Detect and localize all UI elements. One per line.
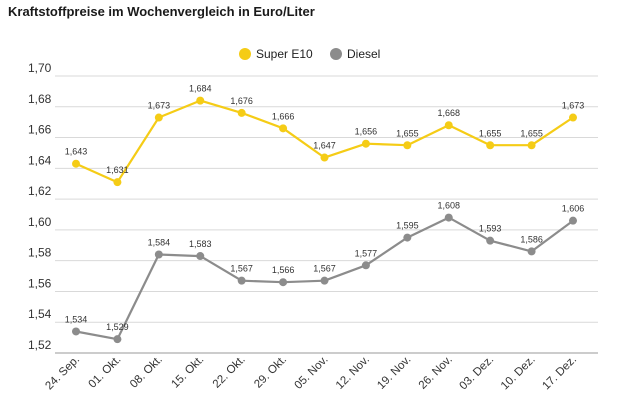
y-tick-label: 1,58 bbox=[28, 246, 52, 260]
chart-title: Kraftstoffpreise im Wochenvergleich in E… bbox=[8, 4, 315, 19]
legend-marker bbox=[239, 48, 251, 60]
y-tick-label: 1,54 bbox=[28, 307, 52, 321]
data-point bbox=[196, 252, 205, 261]
data-point bbox=[403, 141, 412, 150]
data-point bbox=[279, 124, 288, 133]
legend-label: Super E10 bbox=[256, 47, 313, 61]
x-tick-label: 05. Nov. bbox=[292, 354, 330, 392]
x-tick-label: 10. Dez. bbox=[499, 354, 538, 393]
data-label: 1,673 bbox=[562, 101, 585, 111]
x-tick-label: 17. Dez. bbox=[540, 354, 579, 393]
data-point bbox=[527, 247, 536, 256]
data-point bbox=[403, 233, 412, 242]
data-point bbox=[569, 113, 577, 122]
data-point bbox=[113, 178, 122, 187]
y-tick-label: 1,52 bbox=[28, 338, 52, 352]
data-label: 1,673 bbox=[148, 101, 171, 111]
data-point bbox=[154, 250, 163, 259]
data-point bbox=[486, 236, 495, 245]
data-point bbox=[444, 121, 453, 130]
data-point bbox=[196, 96, 205, 105]
data-label: 1,656 bbox=[355, 127, 378, 137]
x-tick-label: 08. Okt. bbox=[128, 354, 165, 391]
data-label: 1,655 bbox=[396, 128, 419, 138]
data-point bbox=[527, 141, 536, 150]
data-label: 1,567 bbox=[313, 264, 336, 274]
data-point bbox=[486, 141, 495, 150]
data-label: 1,666 bbox=[272, 111, 295, 121]
legend-marker bbox=[330, 48, 342, 60]
data-label: 1,631 bbox=[106, 165, 129, 175]
data-label: 1,684 bbox=[189, 84, 212, 94]
data-label: 1,655 bbox=[479, 128, 502, 138]
x-tick-label: 29. Okt. bbox=[252, 354, 289, 391]
data-point bbox=[237, 276, 246, 285]
data-point bbox=[113, 335, 122, 344]
data-point bbox=[569, 216, 577, 225]
legend: Super E10 Diesel bbox=[239, 47, 380, 61]
data-label: 1,583 bbox=[189, 239, 212, 249]
data-label: 1,606 bbox=[562, 204, 585, 214]
data-point bbox=[361, 261, 370, 270]
data-point bbox=[361, 139, 370, 148]
x-tick-label: 24. Sep. bbox=[43, 354, 82, 393]
data-point bbox=[154, 113, 163, 122]
y-tick-label: 1,64 bbox=[28, 153, 52, 167]
data-label: 1,567 bbox=[230, 264, 253, 274]
y-tick-label: 1,62 bbox=[28, 184, 52, 198]
data-label: 1,534 bbox=[65, 314, 88, 324]
legend-label: Diesel bbox=[347, 47, 380, 61]
data-label: 1,566 bbox=[272, 265, 295, 275]
x-tick-label: 01. Okt. bbox=[87, 354, 124, 391]
x-tick-label: 19. Nov. bbox=[375, 354, 413, 392]
data-point bbox=[279, 278, 288, 287]
data-point bbox=[237, 108, 246, 117]
grid: 1,52 1,54 1,56 1,58 1,60 1,62 1,64 1,66 1,68 1,70 bbox=[28, 61, 598, 354]
data-labels: 1,643 1,631 1,673 1,684 1,676 1,666 1,647 1,656… bbox=[65, 84, 585, 333]
x-tick-label: 12. Nov. bbox=[334, 354, 372, 392]
data-label: 1,655 bbox=[520, 128, 543, 138]
y-tick-label: 1,60 bbox=[28, 215, 52, 229]
y-tick-label: 1,68 bbox=[28, 92, 52, 106]
data-label: 1,584 bbox=[148, 238, 171, 248]
data-label: 1,586 bbox=[520, 234, 543, 244]
x-tick-label: 15. Okt. bbox=[169, 354, 206, 391]
data-points bbox=[72, 96, 577, 344]
data-label: 1,593 bbox=[479, 224, 502, 234]
y-tick-label: 1,56 bbox=[28, 276, 52, 290]
data-label: 1,608 bbox=[437, 201, 460, 211]
y-tick-label: 1,70 bbox=[28, 61, 52, 75]
data-label: 1,647 bbox=[313, 141, 336, 151]
x-tick-label: 26. Nov. bbox=[417, 354, 455, 392]
data-label: 1,643 bbox=[65, 147, 88, 157]
data-point bbox=[72, 159, 80, 168]
y-tick-label: 1,66 bbox=[28, 123, 52, 137]
data-point bbox=[444, 213, 453, 222]
data-point bbox=[320, 276, 329, 285]
data-point bbox=[320, 153, 329, 162]
data-point bbox=[72, 327, 80, 336]
x-axis: 24. Sep. 01. Okt. 08. Okt. 15. Okt. 22. Okt.… bbox=[43, 354, 579, 393]
x-tick-label: 03. Dez. bbox=[458, 354, 497, 393]
data-label: 1,668 bbox=[437, 108, 460, 118]
data-label: 1,676 bbox=[230, 96, 253, 106]
data-label: 1,595 bbox=[396, 221, 419, 231]
x-tick-label: 22. Okt. bbox=[211, 354, 248, 391]
data-label: 1,529 bbox=[106, 322, 129, 332]
data-label: 1,577 bbox=[355, 248, 378, 258]
